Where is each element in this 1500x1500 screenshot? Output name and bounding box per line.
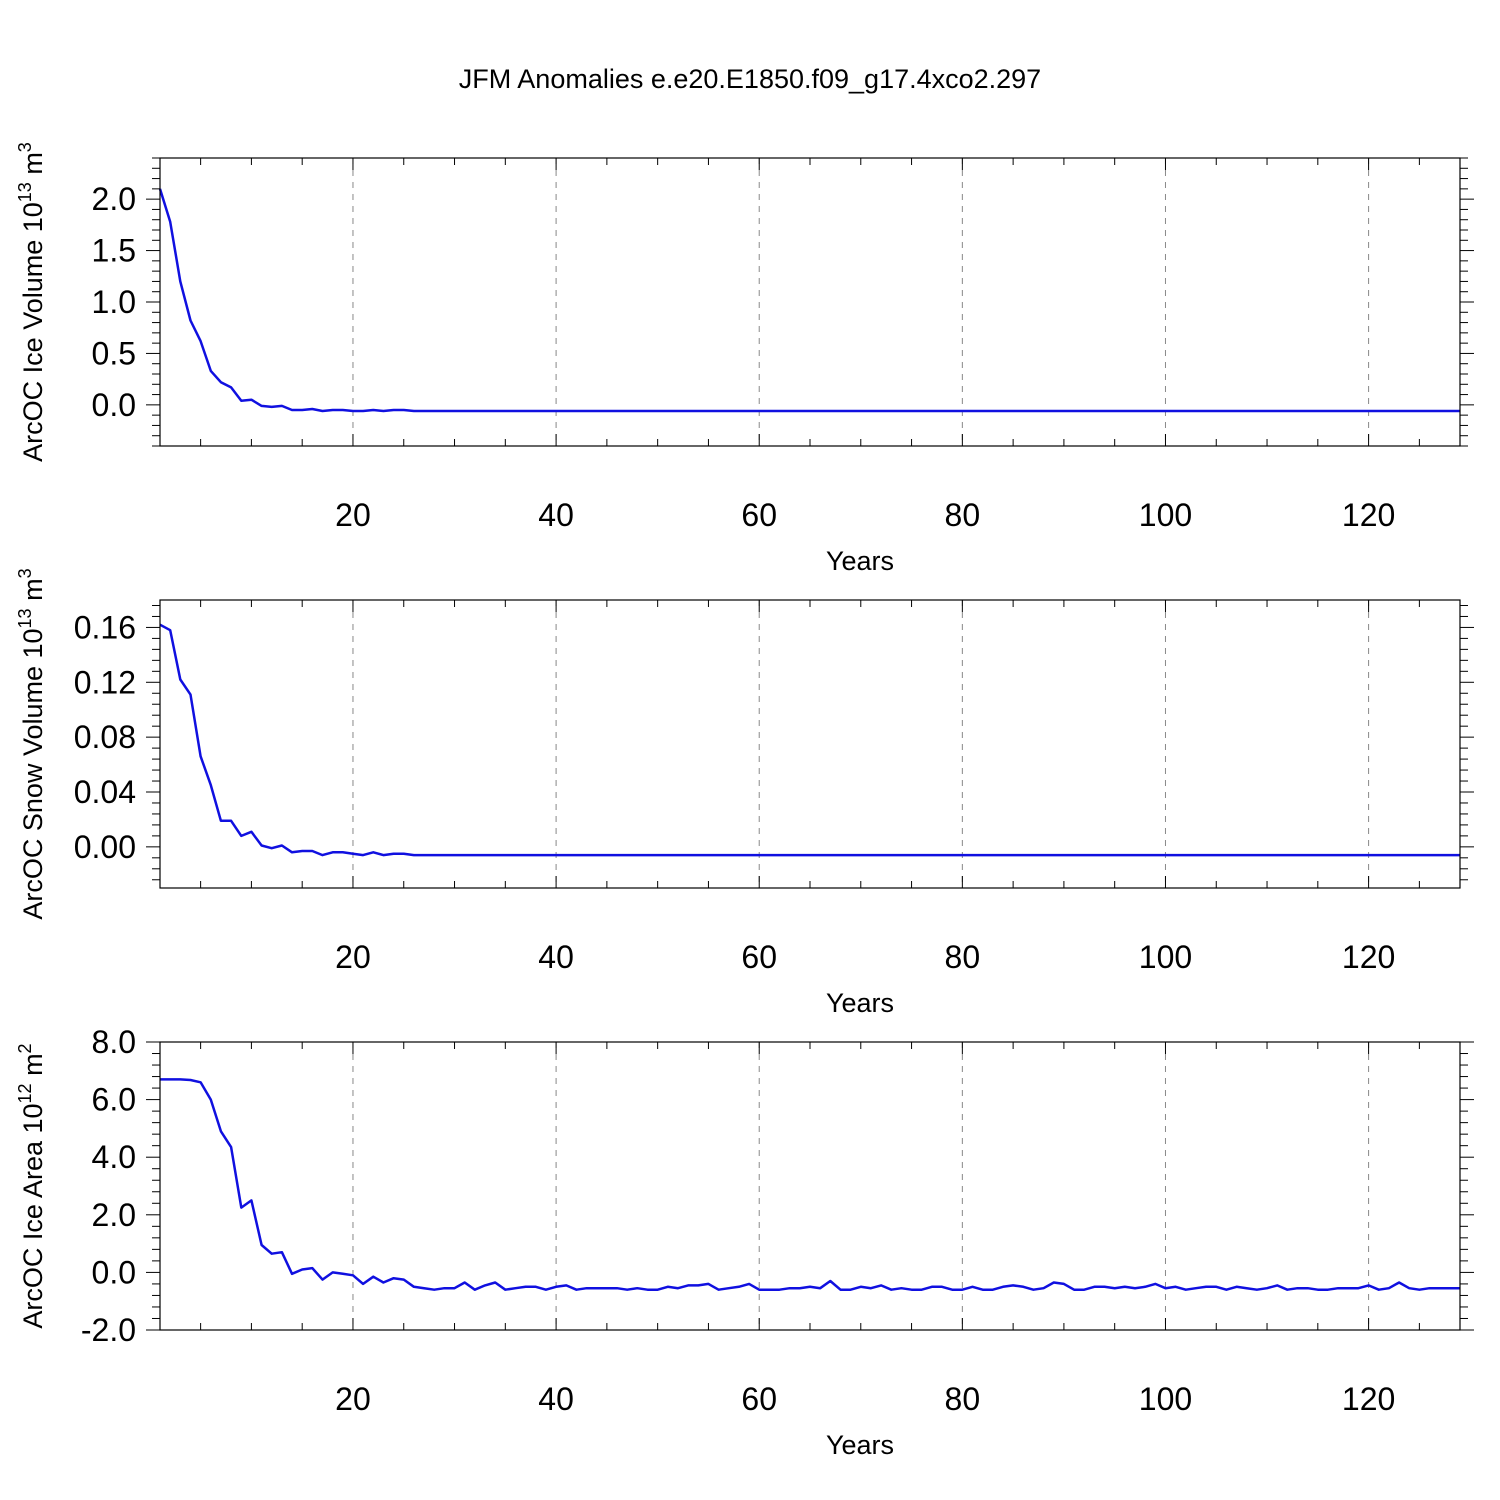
x-tick-label: 120 [1342, 939, 1395, 975]
y-axis-title-unit-exponent: 3 [15, 142, 35, 152]
panel-2: 20 40 60 80 100 120 0.00 0.04 0.08 0.12 0.16 Years A… [15, 568, 1474, 1018]
y-tick-label: 0.08 [74, 719, 136, 755]
x-tick-label: 40 [538, 1381, 574, 1417]
y-tick-label: 6.0 [92, 1082, 136, 1118]
x-tick-label: 80 [945, 497, 981, 533]
x-tick-label: 60 [741, 939, 777, 975]
series-line [160, 1078, 1460, 1291]
y-axis-title: ArcOC Snow Volume 1013 m3 [15, 568, 48, 919]
x-tick-label: 20 [335, 497, 371, 533]
y-axis-title-unit-exponent: 2 [15, 1043, 35, 1053]
y-axis-title-text: ArcOC Snow Volume 10 [18, 628, 48, 919]
panel-1: 20 40 60 80 100 120 0.0 0.5 1.0 1.5 2.0 Years ArcOC … [15, 142, 1474, 576]
y-tick-label: 0.00 [74, 829, 136, 865]
y-tick-label: 2.0 [92, 181, 136, 217]
x-axis-title: Years [826, 546, 894, 576]
x-tick-label: 40 [538, 497, 574, 533]
y-tick-label: 0.5 [92, 335, 136, 371]
series-line [159, 623, 1460, 857]
x-tick-label: 60 [741, 497, 777, 533]
y-axis-title-unit-exponent: 3 [15, 568, 35, 578]
y-axis-title-text: ArcOC Ice Volume 10 [18, 202, 48, 462]
plot-frame [159, 157, 1461, 447]
y-axis-title: ArcOC Ice Area 1012 m2 [15, 1043, 48, 1328]
x-axis-title: Years [826, 1430, 894, 1460]
y-tick-label: 1.5 [92, 233, 136, 269]
y-axis-title: ArcOC Ice Volume 1013 m3 [15, 142, 48, 462]
x-tick-label: 120 [1342, 1381, 1395, 1417]
y-tick-label: 1.0 [92, 284, 136, 320]
y-axis-title-unit: m [18, 578, 48, 608]
y-tick-label: 2.0 [92, 1197, 136, 1233]
panel-3: 20 40 60 80 100 120 -2.0 0.0 2.0 4.0 6.0 8.0 Years Ar… [15, 1024, 1474, 1460]
y-tick-label: 0.16 [74, 609, 136, 645]
y-tick-label: 4.0 [92, 1139, 136, 1175]
x-tick-label: 20 [335, 939, 371, 975]
x-tick-label: 120 [1342, 497, 1395, 533]
x-tick-label: 80 [945, 1381, 981, 1417]
y-axis-title-exponent: 13 [15, 182, 35, 202]
y-axis-title-exponent: 12 [15, 1083, 35, 1103]
chart-title: JFM Anomalies e.e20.E1850.f09_g17.4xco2.… [458, 64, 1042, 94]
y-axis-title-text: ArcOC Ice Area 10 [18, 1103, 48, 1328]
y-tick-label: 0.0 [92, 387, 136, 423]
x-axis-title: Years [826, 988, 894, 1018]
x-tick-label: 100 [1139, 497, 1192, 533]
series-line [158, 188, 1460, 413]
plot-frame [159, 599, 1461, 889]
x-tick-label: 100 [1139, 1381, 1192, 1417]
y-tick-label: 0.0 [92, 1254, 136, 1290]
y-tick-label: -2.0 [81, 1312, 136, 1348]
y-tick-label: 0.04 [74, 774, 136, 810]
y-axis-title-unit: m [18, 152, 48, 182]
y-tick-label: 0.12 [74, 664, 136, 700]
x-tick-label: 80 [945, 939, 981, 975]
y-axis-title-exponent: 13 [15, 608, 35, 628]
x-tick-label: 100 [1139, 939, 1192, 975]
y-axis-title-unit: m [18, 1053, 48, 1083]
x-tick-label: 60 [741, 1381, 777, 1417]
y-tick-label: 8.0 [92, 1024, 136, 1060]
x-tick-label: 40 [538, 939, 574, 975]
x-tick-label: 20 [335, 1381, 371, 1417]
